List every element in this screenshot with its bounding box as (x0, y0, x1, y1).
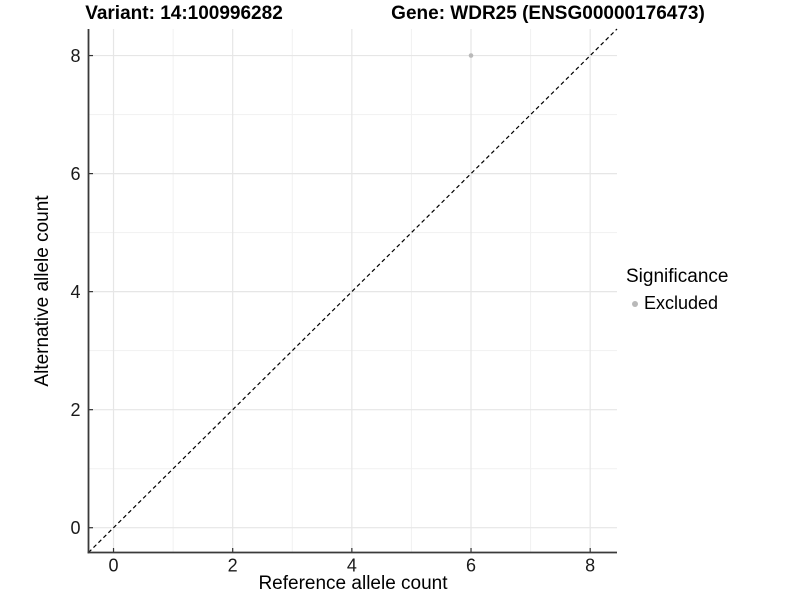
x-tick-label-4: 4 (347, 556, 357, 576)
x-tick-label-2: 2 (228, 556, 238, 576)
x-tick-label-8: 8 (585, 556, 595, 576)
y-tick-label-6: 6 (70, 164, 80, 184)
data-point-excluded (468, 53, 474, 58)
legend: Significance Excluded (626, 266, 728, 314)
y-tick-label-0: 0 (70, 518, 80, 538)
x-axis-title: Reference allele count (258, 573, 448, 594)
legend-title: Significance (626, 266, 729, 287)
y-tick-label-8: 8 (70, 46, 80, 66)
legend-item-excluded: Excluded (626, 293, 728, 314)
excluded-key-dot-icon (632, 300, 638, 307)
legend-item-label: Excluded (644, 293, 719, 313)
identity-line (88, 28, 618, 553)
gene-title: Gene: WDR25 (ENSG00000176473) (391, 3, 705, 24)
y-tick-label-2: 2 (70, 400, 80, 420)
x-tick-label-0: 0 (109, 556, 119, 576)
x-tick-label-6: 6 (466, 556, 476, 576)
variant-title: Variant: 14:100996282 (85, 3, 283, 24)
y-tick-label-4: 4 (70, 282, 80, 302)
